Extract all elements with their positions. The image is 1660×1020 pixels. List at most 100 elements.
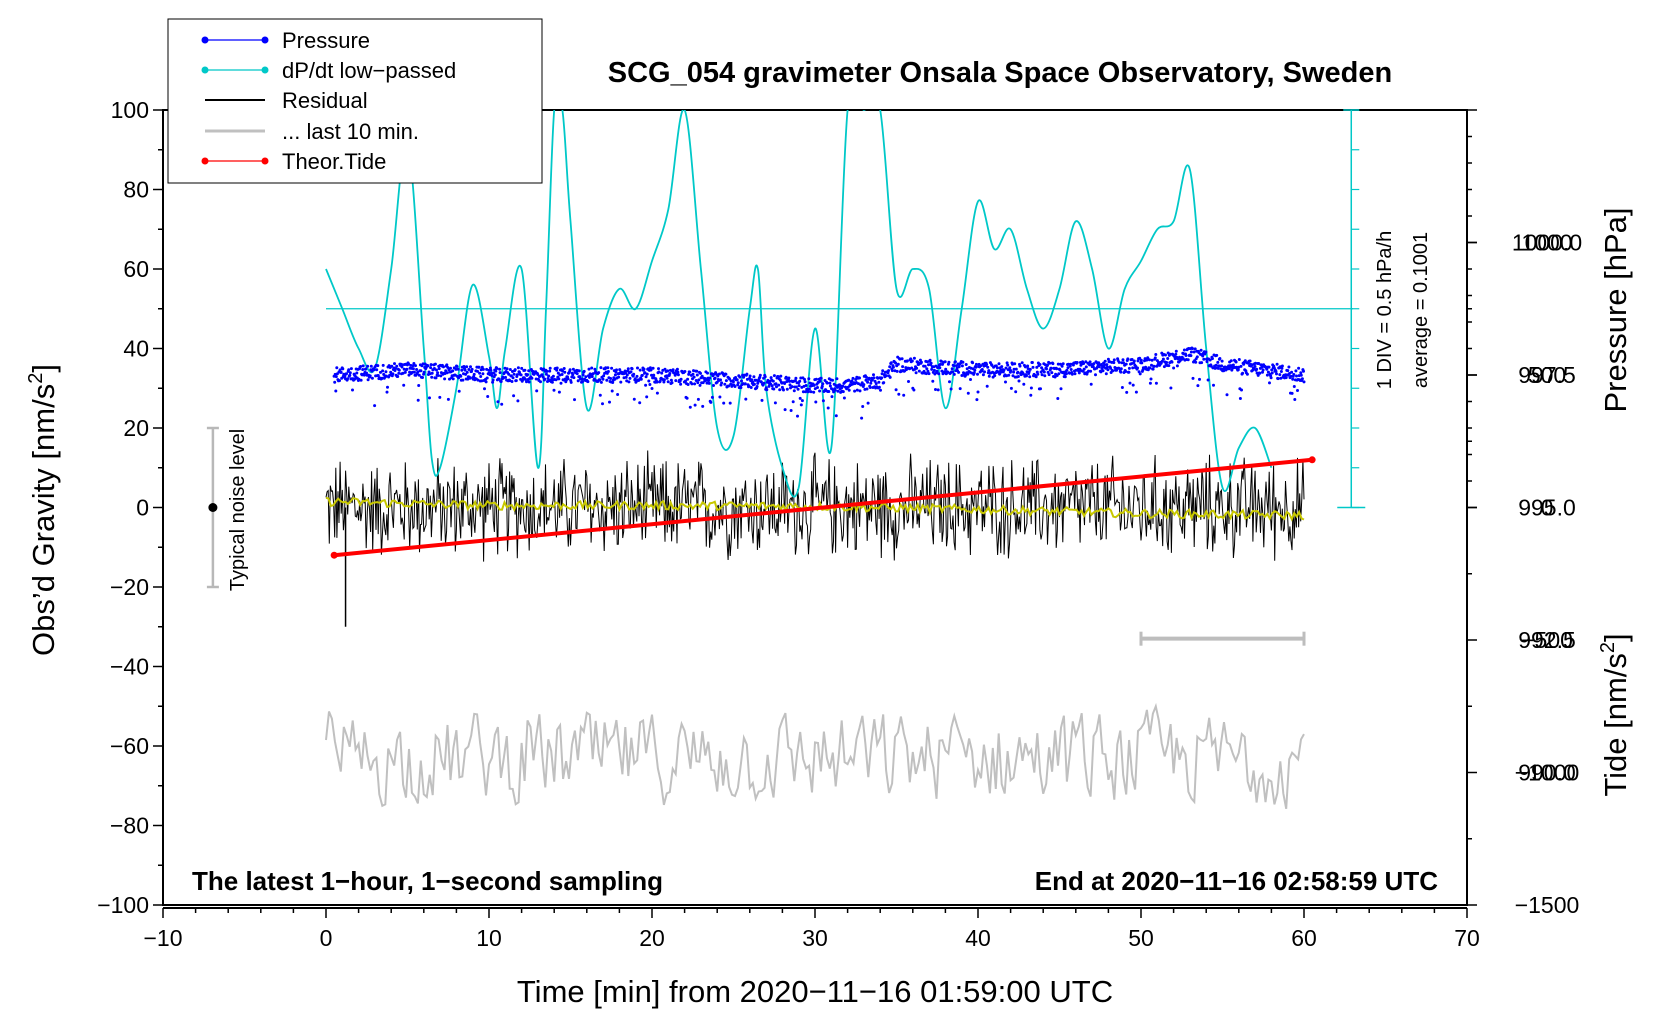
pressure-point — [679, 382, 683, 386]
pressure-point — [1082, 367, 1086, 371]
pressure-point — [900, 357, 904, 361]
pressure-point — [722, 401, 726, 405]
pressure-point — [1167, 364, 1171, 368]
pressure-point — [1134, 390, 1138, 394]
pressure-point — [1009, 386, 1013, 390]
pressure-point — [611, 381, 615, 384]
pressure-point — [1128, 381, 1132, 385]
y-axis-label-main-end: ] — [26, 364, 61, 373]
pressure-point — [563, 370, 567, 374]
pressure-point — [787, 379, 791, 383]
pressure-point — [445, 363, 449, 367]
pressure-point — [437, 367, 441, 371]
pressure-point — [632, 372, 636, 376]
x-tick-label: 10 — [476, 925, 502, 951]
pressure-point — [1117, 360, 1121, 364]
pressure-point — [850, 379, 854, 383]
pressure-point — [936, 388, 940, 392]
legend-item-dpdt: dP/dt low−passed — [201, 58, 456, 83]
pressure-point — [915, 366, 919, 370]
pressure-point — [905, 359, 909, 363]
pressure-point — [894, 361, 898, 365]
pressure-point — [649, 368, 653, 372]
pressure-point — [874, 382, 878, 386]
pressure-point — [572, 376, 576, 380]
pressure-point — [1006, 363, 1010, 367]
chart-title: SCG_054 gravimeter Onsala Space Observat… — [608, 57, 1392, 89]
pressure-point — [1092, 362, 1096, 366]
pressure-point — [1082, 362, 1086, 365]
pressure-point — [1119, 370, 1123, 374]
pressure-point — [1047, 373, 1051, 377]
pressure-point — [1201, 354, 1205, 358]
pressure-point — [1174, 352, 1178, 356]
pressure-point — [484, 380, 488, 384]
pressure-point — [534, 377, 538, 381]
pressure-point — [1018, 364, 1022, 368]
pressure-point — [1111, 369, 1115, 373]
pressure-point — [936, 366, 940, 370]
pressure-point — [707, 379, 711, 383]
pressure-point — [547, 374, 551, 378]
pressure-point — [818, 379, 822, 383]
pressure-point — [891, 365, 895, 369]
pressure-point — [438, 395, 442, 399]
pressure-point — [1036, 372, 1040, 376]
pressure-point — [421, 376, 424, 379]
pressure-point — [433, 362, 437, 366]
pressure-point — [855, 388, 859, 392]
pressure-point — [638, 368, 642, 372]
tide-tick-label: −1500 — [1515, 892, 1580, 918]
pressure-point — [701, 404, 705, 408]
pressure-point — [1245, 372, 1249, 376]
pressure-point — [454, 367, 458, 371]
pressure-point — [481, 367, 485, 371]
pressure-point — [1302, 369, 1305, 373]
pressure-point — [638, 401, 642, 405]
pressure-point — [801, 390, 805, 394]
pressure-point — [581, 373, 585, 377]
pressure-point — [415, 368, 419, 371]
pressure-point — [1194, 360, 1198, 364]
pressure-point — [1008, 366, 1012, 370]
pressure-point — [976, 372, 979, 376]
pressure-point — [1302, 380, 1306, 384]
pressure-point — [724, 379, 728, 383]
pressure-point — [924, 372, 928, 376]
pressure-point — [1014, 390, 1018, 394]
pressure-point — [535, 389, 539, 393]
pressure-point — [560, 373, 564, 376]
pressure-point — [657, 367, 660, 371]
pressure-point — [590, 375, 594, 379]
pressure-point — [526, 373, 530, 377]
pressure-point — [643, 371, 647, 375]
pressure-point — [1293, 398, 1297, 401]
pressure-point — [496, 400, 500, 404]
pressure-point — [1138, 372, 1142, 376]
pressure-point — [580, 377, 584, 381]
pressure-point — [960, 374, 964, 377]
pressure-point — [1212, 383, 1215, 387]
pressure-point — [671, 368, 675, 372]
pressure-point — [925, 367, 929, 371]
pressure-point — [881, 369, 885, 373]
pressure-point — [544, 372, 548, 376]
pressure-point — [1189, 350, 1193, 354]
pressure-point — [1066, 366, 1070, 370]
pressure-point — [1077, 371, 1081, 375]
pressure-point — [796, 387, 800, 391]
pressure-point — [938, 362, 942, 366]
pressure-point — [1151, 367, 1155, 371]
pressure-point — [417, 384, 421, 387]
pressure-point — [1125, 390, 1129, 394]
pressure-point — [1021, 372, 1025, 376]
pressure-point — [957, 370, 961, 374]
legend-label-pressure: Pressure — [282, 28, 370, 53]
pressure-point — [1287, 365, 1291, 369]
pressure-point — [797, 384, 801, 388]
pressure-point — [724, 372, 728, 376]
pressure-point — [763, 375, 767, 379]
y-tick-label: −60 — [110, 733, 149, 759]
y-tick-label: −20 — [110, 574, 149, 600]
pressure-point — [463, 368, 467, 372]
